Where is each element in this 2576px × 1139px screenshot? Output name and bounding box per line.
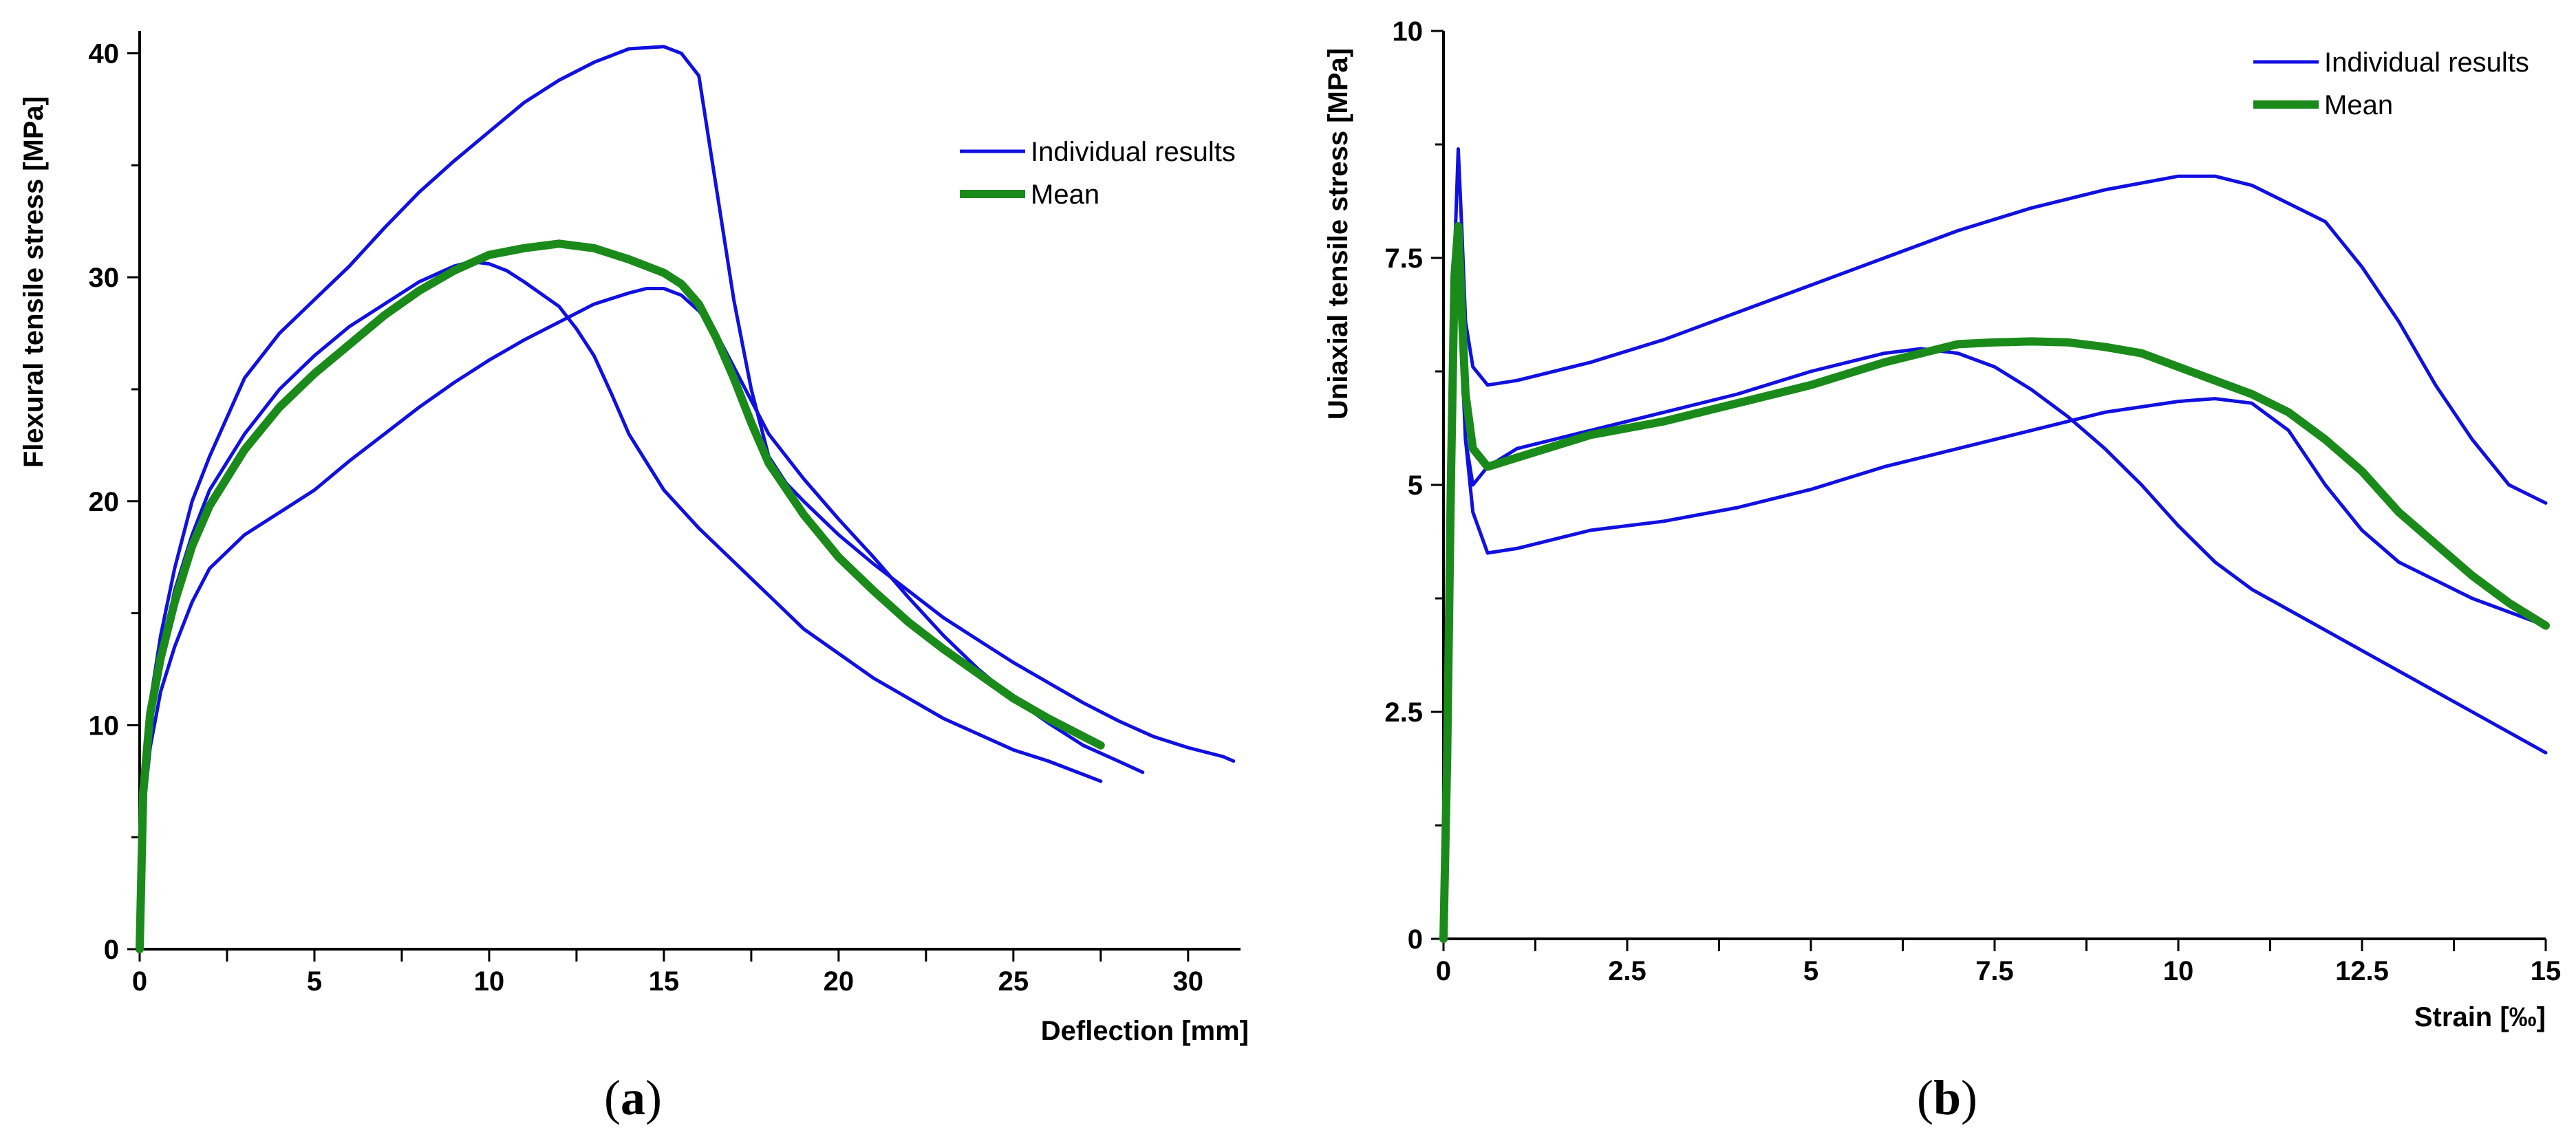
y-tick-label: 30	[89, 263, 120, 293]
x-tick-label: 25	[998, 966, 1029, 997]
x-tick-label: 0	[1436, 956, 1451, 986]
panel-label: (b)	[1917, 1070, 1977, 1125]
y-tick-label: 40	[89, 39, 120, 69]
y-tick-label: 20	[89, 487, 120, 517]
x-axis-title: Strain [‰]	[2414, 1002, 2546, 1032]
panel-letter: b	[1933, 1070, 1961, 1125]
legend: Individual results Mean	[960, 137, 1236, 210]
mean-series-line	[1439, 221, 2550, 943]
legend: Individual results Mean	[2253, 47, 2529, 120]
mean-series-line	[136, 239, 1105, 953]
individual-series-line	[1441, 147, 2548, 941]
legend-label: Mean	[1031, 180, 1099, 210]
y-axis-title: Flexural tensile stress [MPa]	[19, 96, 49, 468]
x-tick-label: 30	[1173, 966, 1204, 997]
individual-series-line	[1441, 247, 2548, 941]
individual-series-line	[138, 45, 1236, 951]
individual-series-line	[138, 259, 1103, 951]
x-tick-label: 0	[132, 966, 147, 997]
x-tick-label: 20	[824, 966, 855, 997]
chart-panel-b: Strain [‰] Uniaxial tensile stress [MPa]…	[1323, 17, 2561, 1125]
panel-letter: a	[621, 1070, 645, 1125]
y-tick-label: 10	[89, 710, 120, 741]
x-tick-label: 15	[649, 966, 680, 997]
y-tick-label: 0	[1408, 924, 1423, 955]
y-tick-label: 5	[1408, 470, 1423, 501]
chart-panel-a: Deflection [mm] Flexural tensile stress …	[19, 31, 1249, 1125]
x-axis-title: Deflection [mm]	[1041, 1016, 1249, 1046]
legend-label: Individual results	[1031, 137, 1236, 167]
x-tick-label: 7.5	[1975, 956, 2014, 986]
panel-label: (a)	[604, 1070, 662, 1125]
y-tick-label: 10	[1393, 17, 1424, 47]
x-tick-label: 5	[1803, 956, 1818, 986]
y-axis-title: Uniaxial tensile stress [MPa]	[1323, 48, 1353, 420]
x-tick-label: 10	[2163, 956, 2194, 986]
x-tick-label: 10	[474, 966, 505, 997]
legend-label: Individual results	[2324, 47, 2529, 78]
y-tick-label: 2.5	[1384, 697, 1423, 728]
individual-series-line	[138, 287, 1145, 951]
x-tick-label: 2.5	[1608, 956, 1646, 986]
legend-label: Mean	[2324, 90, 2393, 120]
y-tick-label: 7.5	[1384, 243, 1423, 274]
x-tick-label: 15	[2531, 956, 2562, 986]
x-tick-label: 5	[307, 966, 322, 997]
y-tick-label: 0	[104, 935, 119, 965]
x-tick-label: 12.5	[2335, 956, 2389, 986]
